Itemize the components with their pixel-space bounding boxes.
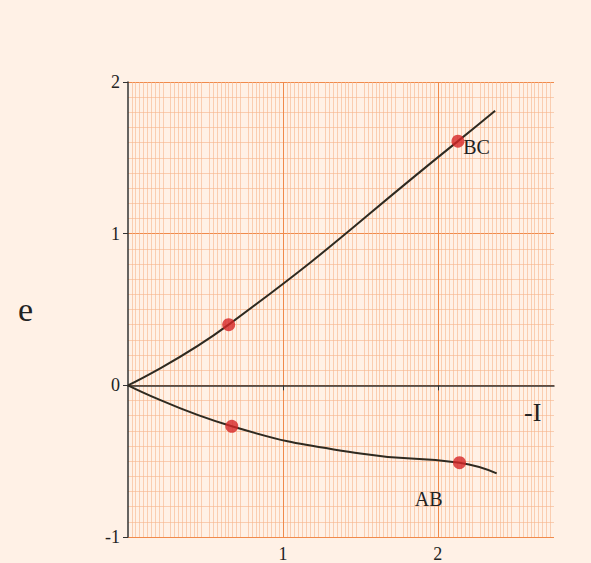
svg-text:1: 1 bbox=[111, 224, 120, 244]
svg-text:0: 0 bbox=[111, 375, 120, 395]
svg-text:BC: BC bbox=[463, 136, 490, 158]
svg-text:AB: AB bbox=[415, 488, 443, 510]
svg-text:e: e bbox=[18, 291, 33, 328]
svg-text:-I: -I bbox=[524, 398, 541, 427]
svg-text:-1: -1 bbox=[105, 527, 120, 547]
svg-text:2: 2 bbox=[433, 544, 442, 563]
svg-text:1: 1 bbox=[278, 544, 287, 563]
svg-text:2: 2 bbox=[111, 72, 120, 92]
